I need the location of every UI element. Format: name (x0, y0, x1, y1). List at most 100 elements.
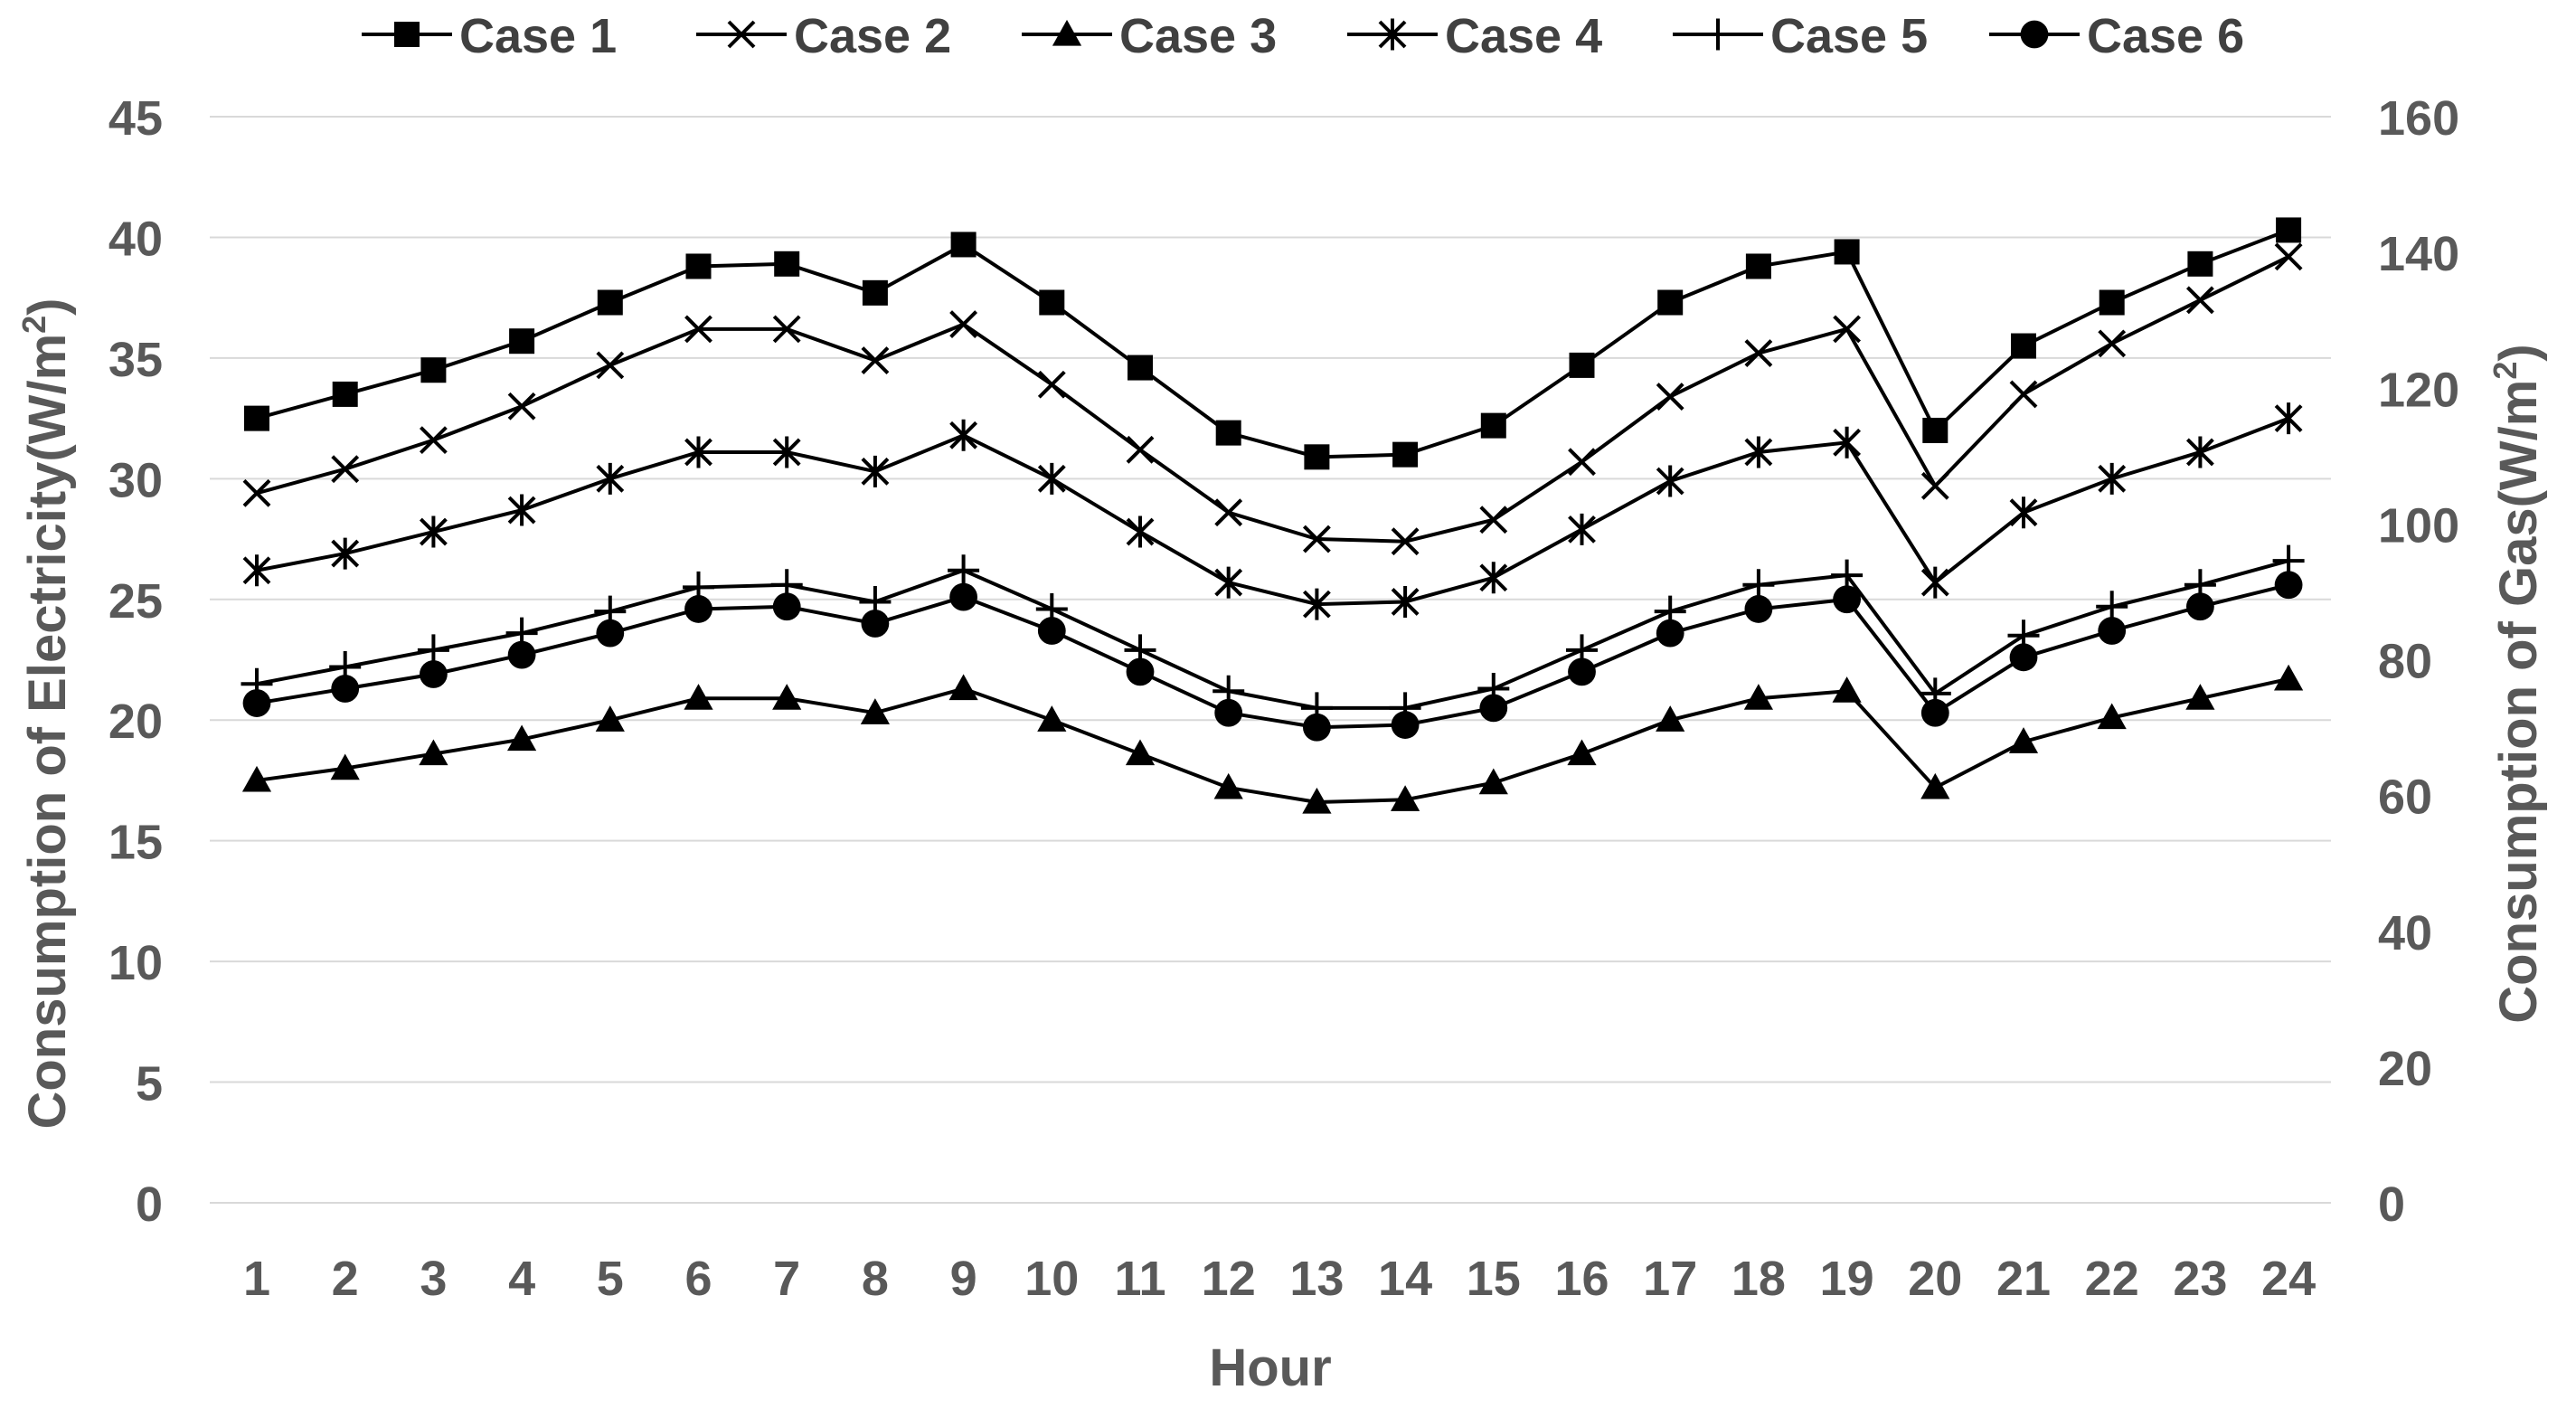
x-tick-label: 13 (1289, 1252, 1344, 1306)
data-point (1392, 441, 1419, 468)
left-axis-label: Consumption of Electricity(W/m2) (15, 298, 77, 1129)
data-point (1213, 772, 1243, 799)
legend-marker (727, 20, 756, 49)
left-axis-label-sup: 2 (15, 316, 52, 334)
data-point (2009, 380, 2038, 409)
data-point (684, 436, 712, 468)
data-point (1656, 619, 1684, 648)
data-point (1479, 694, 1508, 723)
left-tick-label: 30 (109, 453, 163, 507)
x-tick-label: 8 (862, 1252, 889, 1306)
data-point (419, 426, 448, 455)
data-point (772, 684, 802, 710)
data-point (330, 753, 360, 780)
data-point (1126, 657, 1155, 686)
legend-label: Case 3 (1119, 9, 1277, 63)
x-tick-label: 19 (1820, 1252, 1874, 1306)
data-point (1743, 684, 1773, 710)
x-tick-label: 11 (1114, 1252, 1165, 1306)
legend-item: Case 2 (696, 9, 951, 63)
right-tick-label: 100 (2378, 498, 2459, 553)
data-point (774, 251, 800, 277)
x-tick-label: 17 (1643, 1252, 1697, 1306)
data-point (772, 592, 801, 621)
data-point (331, 455, 360, 484)
right-tick-label: 80 (2378, 635, 2432, 689)
data-point (1126, 435, 1155, 464)
data-point (1214, 498, 1243, 527)
data-point (1302, 588, 1331, 620)
right-tick-label: 0 (2378, 1177, 2405, 1232)
data-point (1920, 566, 1949, 599)
data-point (1568, 448, 1596, 477)
data-point (2011, 333, 2036, 359)
data-point (1303, 713, 1331, 742)
series-line (256, 416, 2289, 607)
left-axis-ticks: 0 5 10 15 20 25 30 35 40 45 (109, 91, 163, 1232)
data-point (420, 660, 448, 688)
series-line (256, 228, 2289, 459)
data-point (242, 689, 271, 717)
legend-item: Case 5 (1673, 9, 1928, 63)
left-tick-label: 40 (109, 212, 163, 266)
data-point (1037, 462, 1066, 495)
data-point (596, 351, 625, 380)
x-tick-label: 14 (1378, 1252, 1432, 1306)
data-point (2098, 462, 2127, 495)
data-point (1834, 239, 1860, 265)
left-tick-label: 25 (109, 574, 163, 629)
data-point (2274, 664, 2304, 691)
data-point (949, 582, 977, 611)
data-point (1304, 444, 1330, 470)
data-point (331, 675, 360, 703)
x-tick-label: 9 (950, 1252, 977, 1306)
left-axis-label-main: Consumption of Electricity(W/m (18, 334, 77, 1130)
x-tick-label: 16 (1554, 1252, 1609, 1306)
x-tick-label: 6 (684, 1252, 712, 1306)
data-point (1039, 289, 1065, 316)
data-point (861, 455, 890, 487)
left-tick-label: 45 (109, 91, 163, 146)
x-tick-label: 15 (1467, 1252, 1521, 1306)
data-point (1744, 436, 1773, 468)
data-point (1567, 739, 1597, 766)
left-tick-label: 15 (109, 816, 163, 870)
data-point (2098, 329, 2127, 358)
data-point (2185, 684, 2215, 710)
data-point (1478, 768, 1508, 795)
data-point (2008, 727, 2039, 753)
data-point (2187, 251, 2213, 277)
data-point (772, 436, 801, 468)
data-point (684, 315, 712, 344)
data-point (1920, 471, 1949, 500)
data-point (950, 232, 977, 258)
data-point (419, 515, 448, 548)
right-tick-label: 60 (2378, 771, 2432, 825)
data-point (1920, 698, 1949, 727)
data-point (1656, 465, 1684, 497)
data-point (1126, 515, 1155, 548)
data-point (1479, 562, 1508, 594)
data-point (1037, 617, 1066, 645)
legend-marker (394, 22, 420, 47)
data-point (596, 462, 625, 495)
x-tick-label: 21 (1996, 1252, 2051, 1306)
data-point (861, 610, 890, 638)
legend-item: Case 3 (1022, 9, 1277, 63)
x-tick-label: 1 (243, 1252, 270, 1306)
data-point (1214, 566, 1243, 599)
data-point (507, 392, 536, 421)
x-tick-label: 7 (773, 1252, 800, 1306)
data-point (241, 765, 272, 792)
data-point (861, 346, 890, 374)
series-line (256, 255, 2289, 544)
data-point (332, 381, 358, 407)
data-point (1744, 339, 1773, 367)
series-case-6 (242, 571, 2303, 742)
x-axis-label: Hour (1209, 1338, 1331, 1397)
data-point (596, 619, 625, 648)
legend-label: Case 6 (2087, 9, 2244, 63)
legend-label: Case 2 (794, 9, 951, 63)
series-case-1 (244, 217, 2302, 470)
